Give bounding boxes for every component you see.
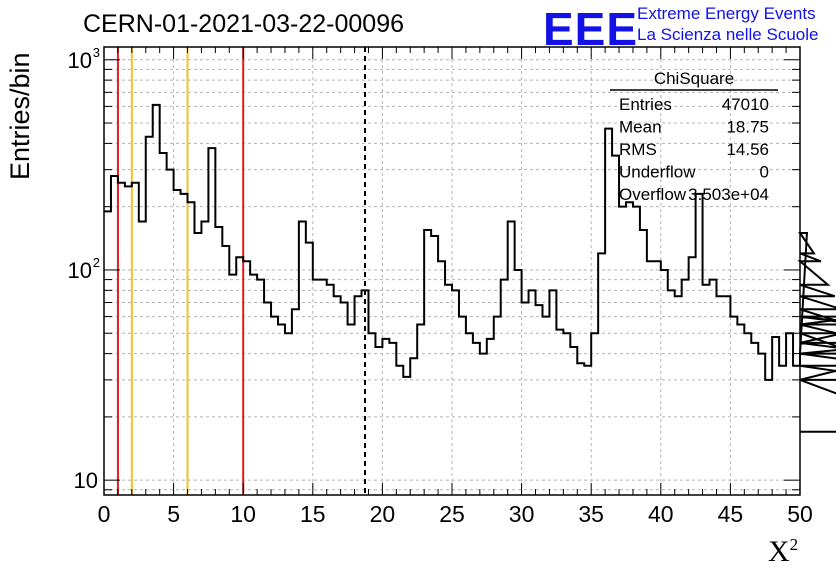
histogram-line [104,103,836,433]
stats-label: Underflow [619,163,696,182]
stats-value: 47010 [722,95,769,114]
histogram-series [104,103,836,433]
x-tick-label: 45 [718,501,744,527]
y-tick-label: 10 [74,468,98,493]
stats-label: RMS [619,140,657,159]
stats-label: Overflow [619,185,687,204]
stats-value: 3.503e+04 [688,185,769,204]
eee-logo: EEE [543,3,639,55]
stats-name: ChiSquare [654,69,734,88]
stats-value: 18.75 [726,118,769,137]
y-axis-label: Entries/bin [5,52,35,180]
x-axis-label-base: X [768,535,790,568]
stats-label: Mean [619,118,662,137]
x-tick-label: 40 [648,501,674,527]
marker-lines [116,47,366,495]
y-tick-label-exponent: 2 [93,255,100,270]
stats-value: 14.56 [726,140,769,159]
grid-lines [104,47,800,495]
chart-title: CERN-01-2021-03-22-00096 [83,10,405,38]
x-tick-label: 0 [98,501,111,527]
logo-subtitle-1: Extreme Energy Events [637,4,816,23]
stats-box: ChiSquare Entries 47010 Mean 18.75 RMS 14.56 Un… [610,69,778,204]
x-axis-label: X2 [768,535,798,569]
x-axis-label-exp: 2 [789,535,799,554]
x-tick-label: 10 [230,501,256,527]
x-tick-label: 35 [578,501,604,527]
logo-subtitle-2: La Scienza nelle Scuole [637,25,819,44]
stats-label: Entries [619,95,672,114]
x-tick-label: 5 [167,501,180,527]
x-tick-label: 15 [300,501,326,527]
x-tick-label: 25 [439,501,465,527]
y-tick-label-exponent: 3 [93,45,100,60]
stats-value: 0 [760,163,769,182]
x-tick-label: 20 [370,501,396,527]
x-tick-label: 30 [509,501,535,527]
x-tick-label: 50 [787,501,813,527]
y-tick-label: 10 [68,258,92,283]
y-tick-label: 10 [68,48,92,73]
